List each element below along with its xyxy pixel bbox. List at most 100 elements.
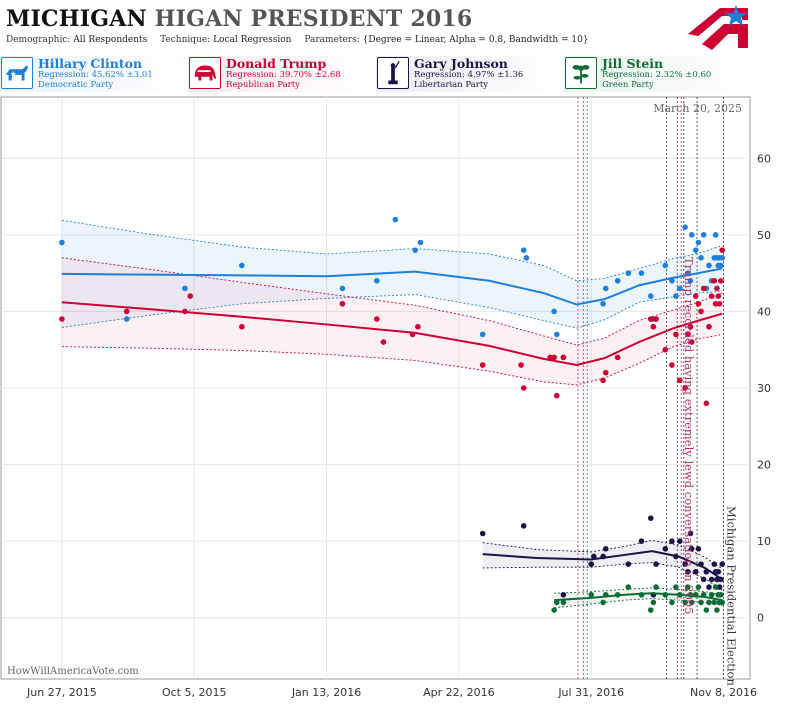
poll-point: [588, 591, 595, 598]
poll-point: [716, 300, 723, 307]
poll-point: [687, 277, 694, 284]
poll-point: [600, 300, 606, 307]
poll-point: [706, 599, 712, 606]
poll-point: [706, 323, 712, 330]
candidate-card[interactable]: Donald Trump Regression: 39.70% ±2.68 Repu…: [188, 56, 376, 92]
poll-point: [638, 270, 645, 276]
parameters-value: {Degree = Linear, Alpha = 0.8, Bandwidth…: [362, 35, 589, 45]
candidate-party: Libertarian Party: [414, 80, 489, 90]
poll-point: [698, 308, 704, 315]
poll-point: [59, 239, 65, 246]
poll-point: [669, 277, 675, 284]
y-tick-label: 60: [757, 152, 771, 165]
watermark-label: HowWillAmericaVote.com: [7, 666, 139, 677]
y-tick-label: 0: [757, 612, 764, 625]
poll-point: [653, 561, 659, 567]
poll-point: [703, 400, 710, 407]
poll-point: [551, 308, 557, 315]
poll-point: [677, 538, 683, 544]
poll-point: [695, 584, 702, 590]
poll-point: [625, 270, 632, 276]
poll-point: [708, 591, 715, 598]
poll-point: [682, 561, 688, 567]
poll-point: [708, 576, 715, 583]
poll-point: [677, 285, 683, 292]
band-upper-line: [61, 257, 723, 346]
poll-point: [688, 339, 695, 345]
poll-point: [719, 247, 726, 253]
poll-point: [718, 277, 724, 284]
parameters-line: Demographic: All Respondents Technique: …: [6, 35, 589, 45]
poll-point: [602, 546, 609, 552]
poll-point: [560, 599, 567, 606]
liberty-icon: [377, 57, 409, 89]
poll-point: [339, 285, 346, 292]
poll-point: [380, 339, 387, 345]
poll-point: [479, 530, 486, 537]
y-tick-label: 20: [757, 459, 771, 472]
poll-point: [600, 599, 606, 606]
poll-point: [692, 568, 699, 575]
annotation-label: Trump recorded having extremely lewd con…: [682, 257, 696, 614]
poll-point: [706, 584, 712, 590]
poll-point: [673, 331, 679, 338]
poll-point: [182, 285, 188, 292]
poll-point: [625, 584, 632, 590]
poll-point: [602, 369, 609, 376]
demographic-label: Demographic:: [6, 35, 71, 45]
poll-point: [719, 561, 726, 567]
poll-point: [682, 224, 688, 230]
poll-point: [591, 553, 597, 560]
poll-point: [673, 584, 679, 590]
technique-value: Local Regression: [213, 35, 292, 45]
x-tick-label: Apr 22, 2016: [423, 686, 495, 699]
poll-point: [682, 385, 688, 391]
poll-point: [239, 262, 245, 269]
candidate-card[interactable]: Jill Stein Regression: 2.32% ±0.60 Green P…: [564, 56, 752, 92]
poll-point: [718, 262, 724, 269]
poll-point: [688, 599, 695, 606]
poll-point: [551, 607, 557, 613]
poll-point: [688, 546, 695, 552]
confidence-band: [61, 257, 723, 385]
poll-point: [59, 316, 65, 322]
poll-point: [714, 285, 720, 292]
band-lower-line: [482, 562, 723, 591]
flower-icon: [565, 57, 597, 89]
poll-point: [553, 331, 560, 338]
x-tick-label: Jan 13, 2016: [291, 686, 361, 699]
candidate-card[interactable]: Hillary Clinton Regression: 45.62% ±3.01 D…: [0, 56, 188, 92]
poll-point: [415, 323, 421, 330]
poll-point: [669, 362, 675, 368]
title-state: MICHIGAN: [6, 6, 147, 32]
poll-point: [518, 362, 524, 368]
technique-label: Technique:: [160, 35, 211, 45]
poll-point: [123, 316, 130, 322]
poll-point: [698, 599, 704, 606]
poll-point: [677, 377, 683, 384]
parameters-label: Parameters:: [304, 35, 360, 45]
poll-point: [625, 561, 632, 567]
poll-point: [695, 239, 702, 246]
candidate-name: Jill Stein: [602, 56, 664, 71]
poll-point: [614, 354, 621, 361]
x-tick-label: Oct 5, 2015: [162, 686, 227, 699]
poll-point: [602, 285, 609, 292]
poll-point: [638, 538, 645, 544]
poll-point: [712, 300, 719, 307]
page-header: MICHIGAN HIGAN PRESIDENT 2016 Demographi…: [0, 0, 789, 55]
candidate-regression: Regression: 4.97% ±1.36: [414, 70, 524, 80]
x-tick-label: Jun 27, 2015: [26, 686, 97, 699]
band-lower-line: [554, 598, 723, 609]
poll-point: [715, 293, 722, 299]
poll-point: [374, 316, 380, 322]
donkey-icon: [1, 57, 33, 89]
poll-point: [712, 232, 719, 238]
poll-point: [708, 293, 715, 299]
poll-point: [479, 362, 486, 368]
site-logo-icon[interactable]: [686, 4, 752, 52]
annotation-label: Michigan Presidential Election: [725, 506, 739, 686]
candidate-card[interactable]: Gary Johnson Regression: 4.97% ±1.36 Liber…: [376, 56, 564, 92]
y-tick-label: 40: [757, 305, 771, 318]
poll-point: [588, 561, 595, 567]
